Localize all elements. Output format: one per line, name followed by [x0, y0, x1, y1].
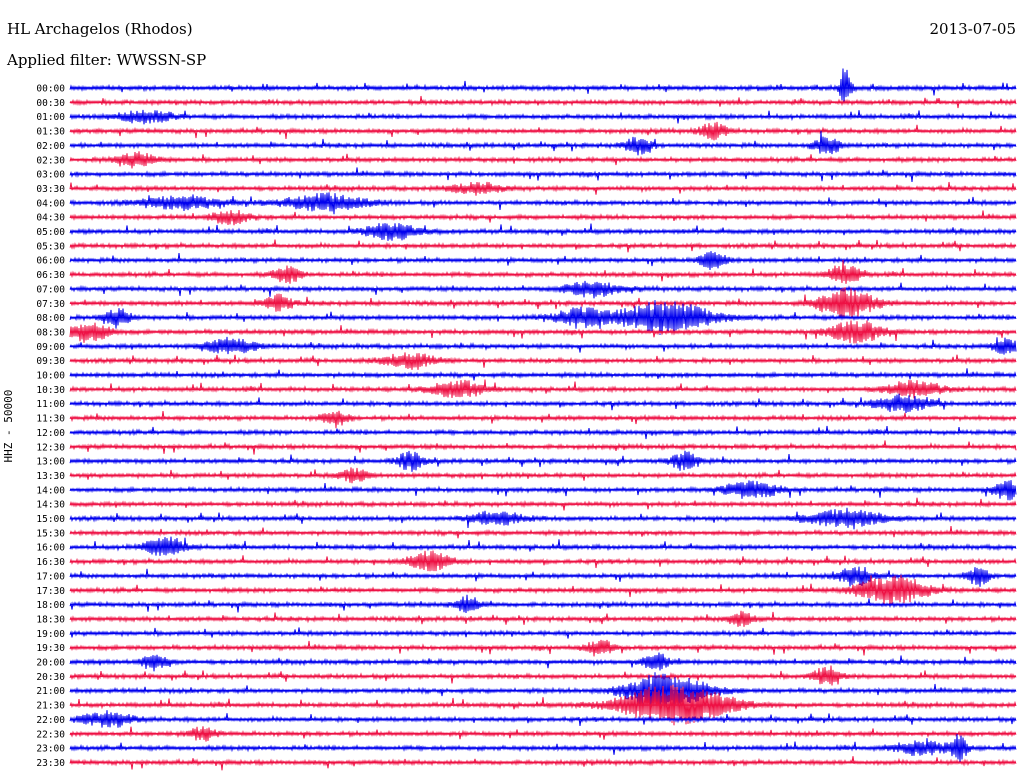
trace-row-34 — [70, 567, 1016, 587]
row-tick-label-28: 14:00 — [36, 485, 65, 496]
seismic-traces — [70, 69, 1016, 771]
row-tick-label-32: 16:00 — [36, 543, 65, 554]
row-tick-label-4: 02:00 — [36, 141, 65, 152]
trace-row-25 — [70, 441, 1016, 455]
row-tick-labels: 00:00 00:30 01:00 01:30 02:00 02:30 03:00 03:30… — [36, 84, 65, 769]
trace-row-0 — [70, 69, 1016, 104]
row-tick-label-10: 05:00 — [36, 227, 65, 238]
row-tick-label-7: 03:30 — [36, 184, 65, 195]
row-tick-label-9: 04:30 — [36, 213, 65, 224]
row-tick-label-35: 17:30 — [36, 586, 65, 597]
row-tick-label-3: 01:30 — [36, 127, 65, 138]
row-tick-label-24: 12:00 — [36, 428, 65, 439]
row-tick-label-45: 22:30 — [36, 729, 65, 740]
row-tick-label-39: 19:30 — [36, 643, 65, 654]
row-tick-label-36: 18:00 — [36, 600, 65, 611]
trace-row-32 — [70, 537, 1016, 556]
trace-row-41 — [70, 666, 1016, 686]
row-tick-label-34: 17:00 — [36, 571, 65, 582]
row-tick-label-1: 00:30 — [36, 98, 65, 109]
row-tick-label-18: 09:00 — [36, 342, 65, 353]
row-tick-label-25: 12:30 — [36, 442, 65, 453]
row-tick-label-27: 13:30 — [36, 471, 65, 482]
row-tick-label-6: 03:00 — [36, 170, 65, 181]
row-tick-label-5: 02:30 — [36, 155, 65, 166]
row-tick-label-29: 14:30 — [36, 500, 65, 511]
row-tick-label-11: 05:30 — [36, 241, 65, 252]
row-tick-label-30: 15:00 — [36, 514, 65, 525]
trace-row-4 — [70, 131, 1016, 155]
row-tick-label-20: 10:00 — [36, 371, 65, 382]
row-tick-label-22: 11:00 — [36, 399, 65, 410]
row-tick-label-47: 23:30 — [36, 758, 65, 769]
row-tick-label-19: 09:30 — [36, 356, 65, 367]
trace-row-23 — [70, 411, 1016, 428]
row-tick-label-14: 07:00 — [36, 284, 65, 295]
row-tick-label-21: 10:30 — [36, 385, 65, 396]
row-tick-label-17: 08:30 — [36, 327, 65, 338]
row-tick-label-2: 01:00 — [36, 112, 65, 123]
row-tick-label-42: 21:00 — [36, 686, 65, 697]
row-tick-label-44: 22:00 — [36, 715, 65, 726]
row-tick-label-15: 07:30 — [36, 299, 65, 310]
row-tick-label-23: 11:30 — [36, 414, 65, 425]
row-tick-label-26: 13:00 — [36, 457, 65, 468]
row-tick-label-12: 06:00 — [36, 256, 65, 267]
trace-row-13 — [70, 260, 1016, 284]
row-tick-label-33: 16:30 — [36, 557, 65, 568]
row-tick-label-13: 06:30 — [36, 270, 65, 281]
row-tick-label-38: 19:00 — [36, 629, 65, 640]
row-tick-label-0: 00:00 — [36, 84, 65, 95]
row-tick-label-46: 23:00 — [36, 744, 65, 755]
row-tick-label-41: 20:30 — [36, 672, 65, 683]
trace-row-14 — [70, 281, 1016, 299]
row-tick-label-8: 04:00 — [36, 198, 65, 209]
row-tick-label-16: 08:00 — [36, 313, 65, 324]
row-tick-label-43: 21:30 — [36, 701, 65, 712]
row-tick-label-37: 18:30 — [36, 614, 65, 625]
trace-row-47 — [70, 756, 1016, 770]
row-tick-label-40: 20:00 — [36, 658, 65, 669]
row-tick-label-31: 15:30 — [36, 528, 65, 539]
